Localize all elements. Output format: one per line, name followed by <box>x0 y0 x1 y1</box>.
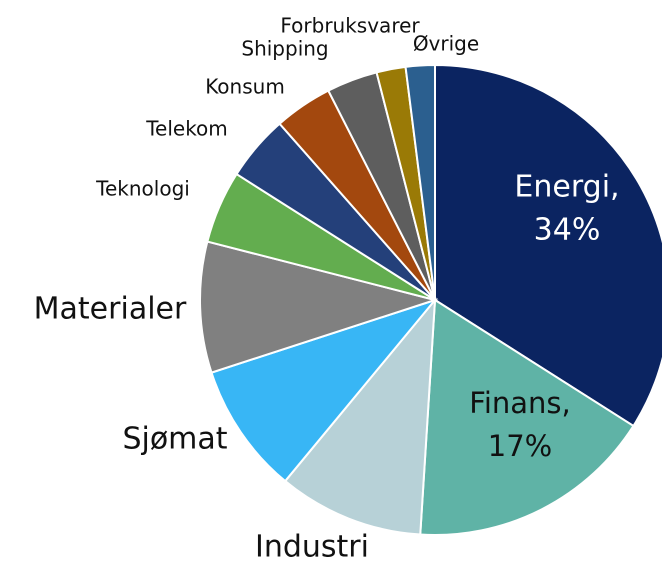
slice-label: Sjømat <box>122 422 227 457</box>
value-label: 17% <box>488 429 552 463</box>
value-label: 34% <box>534 213 601 248</box>
pie-slice <box>283 296 437 536</box>
slice-label: Øvrige <box>413 32 479 56</box>
slice-label: Shipping <box>241 37 328 61</box>
pie-slice <box>404 63 436 301</box>
slice-label: Industri <box>255 530 369 563</box>
pie-slice <box>210 297 438 483</box>
slice-label: Konsum <box>205 75 285 99</box>
slice-label: Forbruksvarer <box>280 14 420 38</box>
pie-slice <box>419 298 635 536</box>
slice-label: Materialer <box>34 292 187 327</box>
slice-label: Telekom <box>145 117 228 141</box>
slice-label: Finans, <box>469 386 571 420</box>
slice-label: Energi, <box>514 170 619 205</box>
slice-label: Teknologi <box>95 177 190 201</box>
pie-slice <box>199 240 439 374</box>
